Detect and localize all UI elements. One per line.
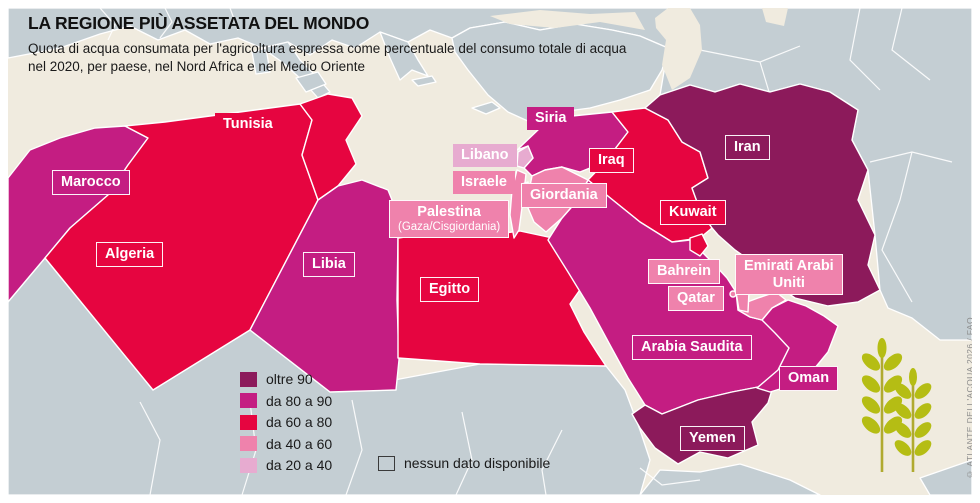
legend-item: da 80 a 90: [240, 393, 332, 409]
island-sardinia: [251, 47, 271, 75]
legend-swatch-cat90: [240, 371, 257, 387]
country-label-oman: Oman: [779, 366, 839, 391]
black-sea: [490, 10, 645, 30]
island-sicily: [295, 71, 327, 93]
country-label-emirati-arabi-uniti: Emirati Arabi Uniti: [735, 254, 843, 296]
legend-swatch-cat40: [240, 436, 257, 451]
landmass-turkey: [451, 21, 669, 123]
legend-item: da 20 a 40: [240, 457, 332, 473]
island-cyprus: [471, 101, 501, 115]
country-label-algeria: Algeria: [96, 242, 164, 267]
country-label-arabia-saudita: Arabia Saudita: [632, 335, 752, 360]
country-label-israele: Israele: [453, 171, 515, 194]
country-label-iraq: Iraq: [589, 148, 634, 173]
header: LA REGIONE PIÙ ASSETATA DEL MONDO Quota …: [28, 13, 626, 76]
landmass-greece: [379, 31, 429, 81]
country-label-marocco: Marocco: [52, 170, 130, 195]
legend-item: oltre 90: [240, 371, 332, 387]
country-border-lines: [99, 7, 953, 496]
page-title: LA REGIONE PIÙ ASSETATA DEL MONDO: [28, 13, 370, 33]
legend-swatch-cat20: [240, 457, 257, 473]
wheat-icon: [861, 338, 932, 472]
subtitle: Quota di acqua consumata per l'agricoltu…: [28, 41, 627, 75]
country-label-bahrein: Bahrein: [648, 259, 720, 284]
aral-sea: [762, 8, 788, 26]
country-label-libia: Libia: [303, 252, 355, 277]
country-label-egitto: Egitto: [420, 277, 480, 302]
country-label-kuwait: Kuwait: [660, 200, 726, 225]
legend-item: da 40 a 60: [240, 436, 332, 452]
country-iran: [644, 83, 881, 307]
country-label-tunisia: Tunisia: [215, 113, 281, 136]
country-label-libano: Libano: [453, 144, 517, 167]
country-label-yemen: Yemen: [680, 426, 745, 451]
country-label-iran: Iran: [725, 135, 770, 160]
legend: oltre 90 da 80 a 90 da 60 a 80 da 40 a 6…: [240, 371, 332, 479]
caspian-sea: [655, 8, 702, 90]
legend-swatch-cat60: [240, 414, 257, 430]
country-lebanon: [516, 145, 534, 169]
country-kuwait: [689, 233, 709, 257]
legend-no-data: nessun dato disponibile: [378, 455, 550, 471]
country-label-giordania: Giordania: [521, 183, 607, 208]
country-tunisia: [299, 93, 363, 201]
credit-line: © ATLANTE DELL'ACQUA 2026 / FAO: [965, 316, 975, 479]
country-label-palestina: Palestina (Gaza/Cisgiordania): [389, 200, 510, 238]
legend-swatch-no-data: [378, 455, 395, 471]
country-label-siria: Siria: [527, 107, 575, 130]
legend-swatch-cat80: [240, 393, 257, 408]
island-crete: [411, 75, 437, 87]
legend-item: da 60 a 80: [240, 414, 332, 430]
country-label-qatar: Qatar: [668, 286, 724, 311]
